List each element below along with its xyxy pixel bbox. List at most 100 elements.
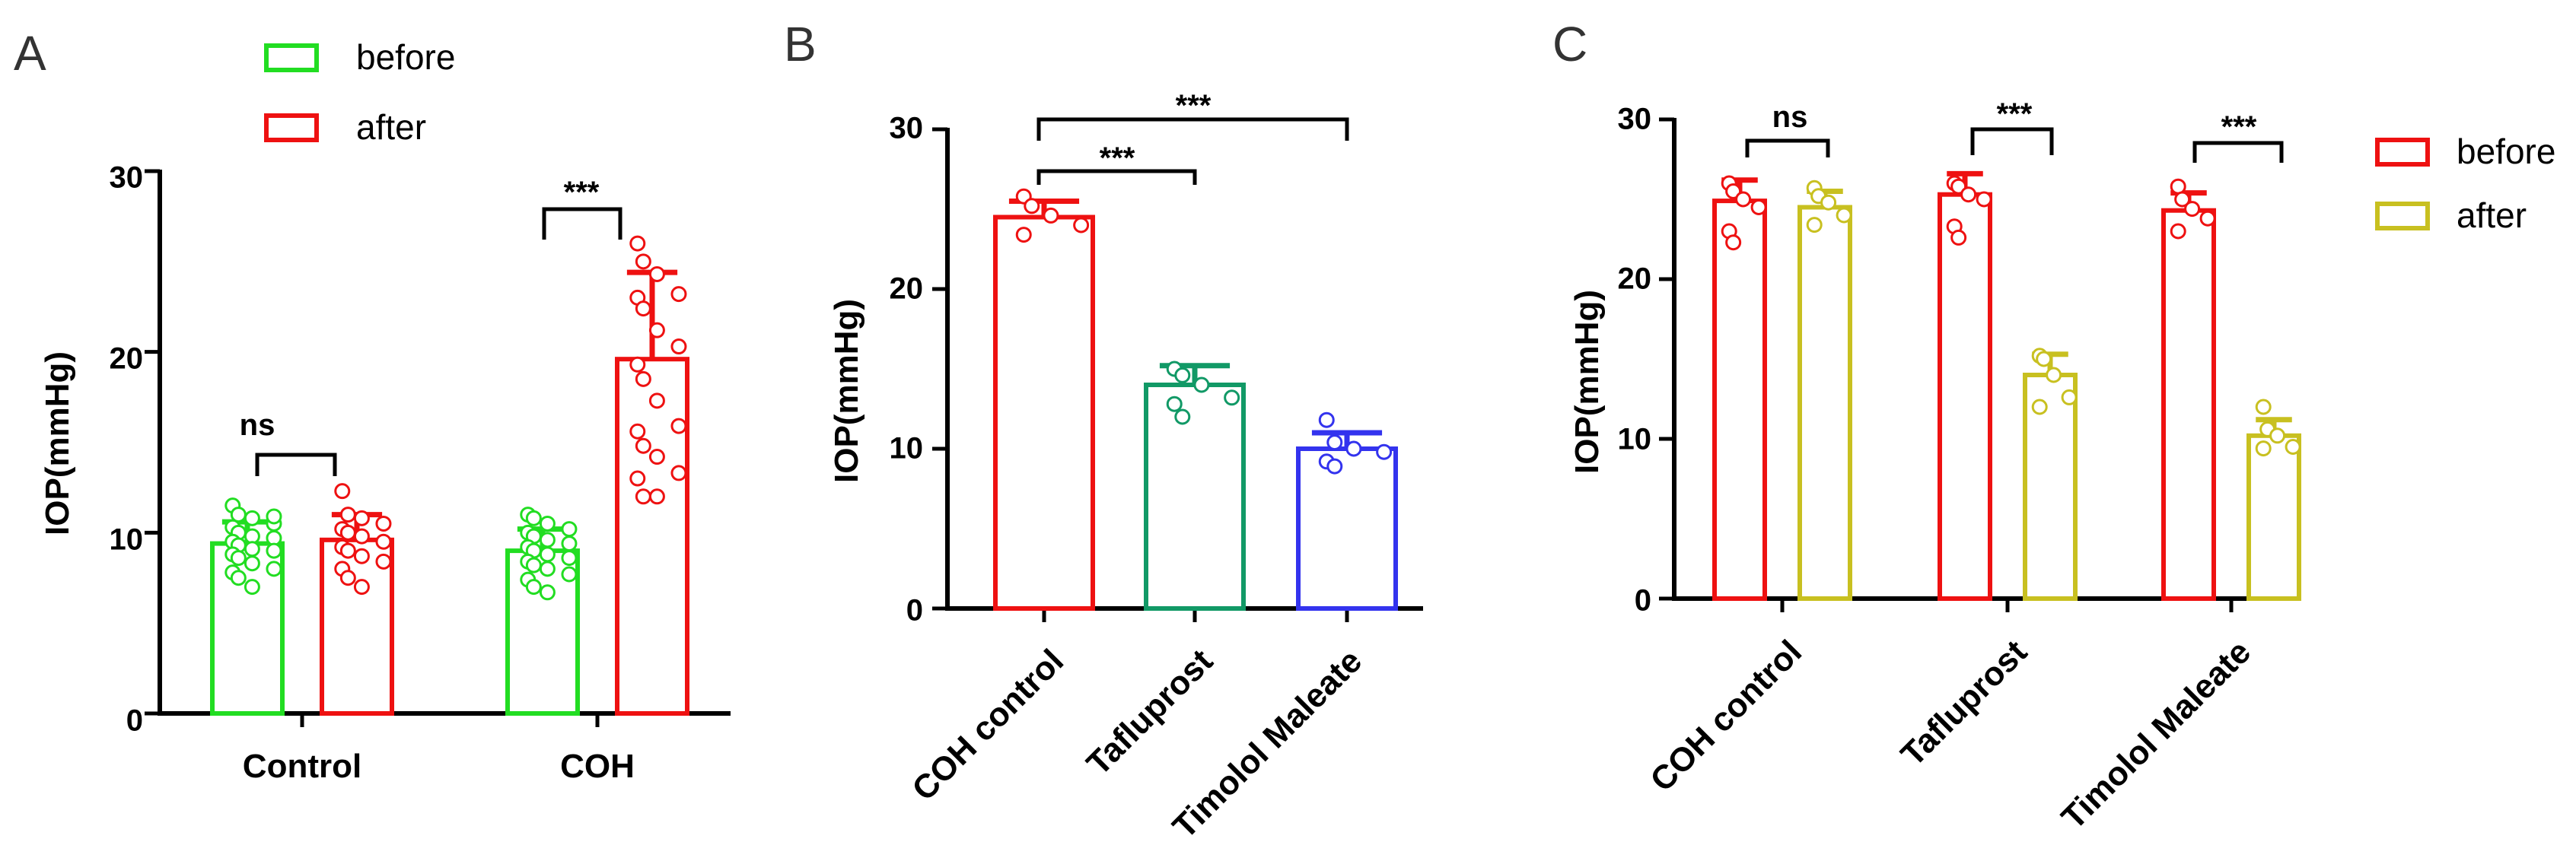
panel-c-before-timolol-maleate-data-point <box>2170 223 2186 240</box>
panel-b-x-tick-label-coh-control: COH control <box>905 642 1071 808</box>
legend-swatch-before <box>264 43 319 72</box>
panel-a-label: A <box>14 26 46 81</box>
panel-c-before-tafluprost-bar <box>1938 192 1992 601</box>
panel-c-before-coh-control-bar <box>1712 199 1767 602</box>
panel-a-before-coh-data-point <box>539 515 556 532</box>
panel-a-y-tick-label: 0 <box>126 704 143 738</box>
panel-b-timolol-maleate-data-point <box>1318 411 1335 428</box>
panel-a-before-coh-data-point <box>539 546 556 563</box>
panel-c-before-timolol-maleate-data-point <box>2184 201 2201 218</box>
legend-label-before: before <box>356 37 455 77</box>
panel-b-tafluprost-bar <box>1144 383 1246 611</box>
panel-a-before-coh-data-point <box>539 532 556 548</box>
panel-b-coh-control-bar <box>993 214 1095 611</box>
panel-a-before-coh-data-point <box>539 584 556 601</box>
panel-a-after-coh-bar <box>615 357 689 716</box>
panel-a-after-coh-data-point <box>648 322 665 338</box>
panel-c-after-coh-control-data-point <box>1806 217 1823 234</box>
panel-a-after-control-data-point <box>334 483 351 500</box>
panel-b-timolol-maleate-data-point <box>1326 458 1343 475</box>
panel-b-coh-control-data-point <box>1015 227 1032 243</box>
panel-c-y-tick-label: 20 <box>1618 262 1652 296</box>
panel-c-significance-bracket-timolol <box>2192 141 2284 163</box>
panel-c-after-timolol-maleate-data-point <box>2285 439 2301 455</box>
panel-a-after-control-data-point <box>375 515 392 532</box>
panel-c-before-timolol-maleate-bar <box>2161 208 2216 601</box>
panel-c-after-tafluprost-data-point <box>2046 367 2062 383</box>
panel-b-tafluprost-data-point <box>1224 389 1240 406</box>
panel-c-y-tick-label: 30 <box>1618 103 1652 136</box>
legend-swatch-after <box>2375 202 2430 230</box>
panel-c-label: C <box>1552 17 1587 71</box>
legend-label-after: after <box>356 107 426 147</box>
panel-a-before-control-data-point <box>266 561 282 577</box>
panel-a-before-coh-data-point <box>561 566 578 583</box>
panel-c-x-tick-label-tafluprost: Tafluprost <box>1894 633 2035 774</box>
panel-a-before-control-data-point <box>244 541 260 558</box>
panel-c-after-tafluprost-data-point <box>2036 351 2052 367</box>
panel-c-before-coh-control-data-point <box>1725 234 1742 251</box>
panel-a-after-coh-data-point <box>670 418 687 434</box>
panel-a-before-control-data-point <box>244 510 260 526</box>
panel-a-x-tick-label-coh: COH <box>560 748 635 785</box>
panel-c-legend: before after <box>2375 132 2555 235</box>
panel-a-before-control-data-point <box>244 579 260 596</box>
panel-a-before-coh-data-point <box>525 557 542 573</box>
panel-a: A IOP(mmHg) 0 10 20 30 Control COH befor… <box>14 26 731 785</box>
panel-a-before-coh-data-point <box>561 521 578 538</box>
panel-a-after-coh-data-point <box>635 437 651 454</box>
panel-a-after-control-data-point <box>339 542 356 559</box>
panel-b-label: B <box>784 17 817 71</box>
panel-b-significance-label-timolol: *** <box>1176 89 1212 122</box>
panel-c-after-timolol-maleate-data-point <box>2255 440 2272 457</box>
panel-c-y-tick-labels: 0 10 20 30 <box>1618 103 1652 618</box>
panel-c-x-tick-label-coh-control: COH control <box>1643 633 1809 799</box>
panel-c-after-coh-control-data-point <box>1820 194 1837 211</box>
panel-b-y-tick-label: 0 <box>906 594 923 627</box>
panel-a-before-control-data-point <box>244 555 260 572</box>
panel-c-before-tafluprost-data-point <box>1976 191 1992 208</box>
panel-c-before-tafluprost-data-point <box>1950 229 1967 246</box>
panel-b-tafluprost-data-point <box>1193 376 1210 393</box>
panel-a-after-control-data-point <box>353 579 370 596</box>
panel-b-tafluprost-data-point <box>1174 408 1191 425</box>
panel-c-after-coh-control-bar <box>1797 205 1852 601</box>
panel-c-significance-label-timolol: *** <box>2221 110 2257 144</box>
panel-b-y-tick-label: 20 <box>890 272 924 306</box>
panel-a-before-coh-data-point <box>561 550 578 567</box>
panel-c-y-axis-title: IOP(mmHg) <box>1568 290 1606 474</box>
panel-a-y-axis-title: IOP(mmHg) <box>39 351 76 535</box>
panel-b-timolol-maleate-bar <box>1296 446 1398 611</box>
panel-c-after-timolol-maleate-bar <box>2246 433 2301 601</box>
panel-a-significance-label-ns: ns <box>240 408 275 442</box>
panel-a-after-control-data-point <box>375 533 392 550</box>
panel-c-x-tick-label-timolol-maleate: Timolol Maleate <box>2055 633 2258 836</box>
panel-b-tafluprost-data-point <box>1166 396 1183 412</box>
panel-b-y-axis-title: IOP(mmHg) <box>828 299 865 483</box>
panel-c-significance-bracket-ns <box>1745 138 1830 157</box>
panel-a-after-coh-data-point <box>648 488 665 505</box>
panel-a-before-coh-data-point <box>539 561 556 577</box>
panel-c-before-coh-control-data-point <box>1735 191 1752 208</box>
panel-a-legend: before after <box>264 37 455 147</box>
panel-b-significance-bracket-timolol <box>1036 117 1349 141</box>
panel-c-y-tick-label: 0 <box>1635 584 1651 618</box>
panel-c-after-timolol-maleate-data-point <box>2255 399 2272 415</box>
panel-a-before-coh-data-point <box>525 579 542 596</box>
panel-a-before-control-data-point <box>230 550 247 567</box>
panel-a-after-coh-data-point <box>635 300 651 317</box>
legend-swatch-after <box>264 113 319 142</box>
panel-b: B IOP(mmHg) 0 10 20 30 COH control Taflu… <box>784 17 1423 846</box>
panel-a-before-control-data-point <box>230 570 247 586</box>
panel-b-y-tick-label: 10 <box>890 432 924 465</box>
panel-a-after-coh-data-point <box>629 470 646 487</box>
panel-a-y-tick-labels: 0 10 20 30 <box>110 161 144 738</box>
panel-a-before-coh-data-point <box>525 510 542 526</box>
panel-b-x-tick-label-tafluprost: Tafluprost <box>1080 642 1221 783</box>
panel-a-before-coh-data-point <box>561 535 578 552</box>
legend-swatch-before <box>2375 138 2430 167</box>
panel-c-significance-label-tafluprost: *** <box>1997 97 2033 131</box>
panel-c-after-timolol-maleate-data-point <box>2269 427 2286 444</box>
panel-c-before-timolol-maleate-data-point <box>2174 191 2191 208</box>
